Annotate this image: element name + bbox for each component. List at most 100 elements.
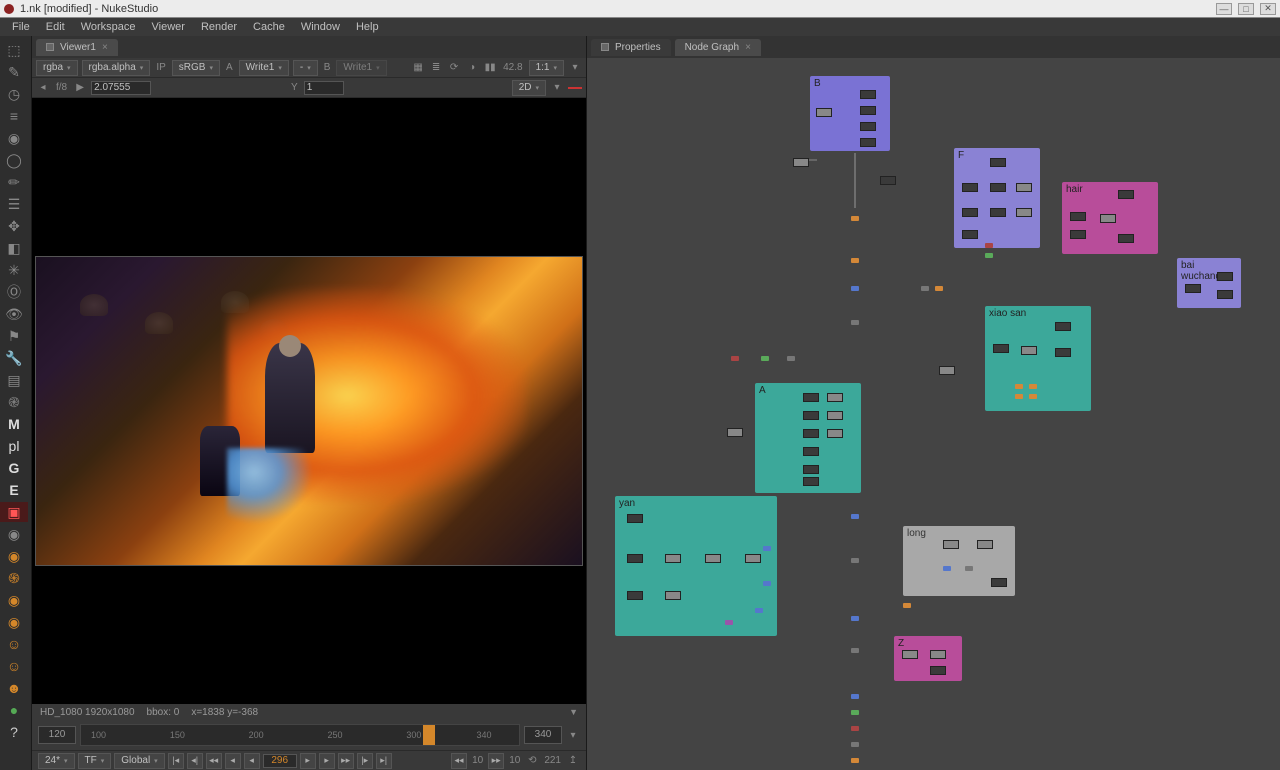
goto-last-button[interactable]: ▸|: [376, 753, 392, 769]
menu-edit[interactable]: Edit: [38, 19, 73, 35]
step-prev-button[interactable]: ◂◂: [206, 753, 222, 769]
tool-o-icon[interactable]: Ⓞ: [0, 282, 28, 302]
tool-spark-icon[interactable]: ✳: [0, 260, 28, 280]
tool-swirl-icon[interactable]: ֎: [0, 392, 28, 412]
backdrop-F[interactable]: F: [954, 148, 1040, 248]
play-fwd-button[interactable]: ▸: [319, 753, 335, 769]
node-dot-4[interactable]: [851, 320, 859, 325]
tool-lines-icon[interactable]: ≡: [0, 106, 28, 126]
node-dot-12[interactable]: [851, 726, 859, 731]
viewer-viewport[interactable]: [32, 98, 586, 704]
tool-spiral-icon[interactable]: ◉: [0, 524, 28, 544]
backdrop-B[interactable]: B: [810, 76, 890, 151]
tool-help-icon[interactable]: ?: [0, 722, 28, 742]
node-small1[interactable]: [880, 176, 896, 185]
goto-first-button[interactable]: |◂: [168, 753, 184, 769]
tool-clock-icon[interactable]: ◷: [0, 84, 28, 104]
tab-nodegraph[interactable]: Node Graph ×: [675, 39, 761, 56]
tab-properties[interactable]: Properties: [591, 39, 671, 56]
node-dot-11[interactable]: [851, 710, 859, 715]
node-dot-5[interactable]: [731, 356, 739, 361]
frame-fwd-button[interactable]: ▸: [300, 753, 316, 769]
node-dot-8[interactable]: [851, 616, 859, 621]
backdrop-baiwuchang[interactable]: bai wuchang: [1177, 258, 1241, 308]
tool-E-icon[interactable]: E: [0, 480, 28, 500]
node-dot-13[interactable]: [851, 742, 859, 747]
settings-chevron-icon[interactable]: ▾: [568, 61, 582, 75]
export-icon[interactable]: ↥: [566, 754, 580, 768]
tool-pointer-icon[interactable]: ⬚: [0, 40, 28, 60]
backdrop-hair[interactable]: hair: [1062, 182, 1158, 254]
frame-back-button[interactable]: ◂: [244, 753, 260, 769]
tool-globe-icon[interactable]: ◉: [0, 128, 28, 148]
tool-green-icon[interactable]: ●: [0, 700, 28, 720]
colorspace-dropdown[interactable]: sRGB: [172, 60, 220, 76]
backdrop-long[interactable]: long: [903, 526, 1015, 596]
tool-fire1-icon[interactable]: ◉: [0, 546, 28, 566]
tool-M-icon[interactable]: M: [0, 414, 28, 434]
step-fwd-button[interactable]: ▸▸: [338, 753, 354, 769]
view-mode-dropdown[interactable]: 2D: [512, 80, 546, 96]
minimize-button[interactable]: —: [1216, 3, 1232, 15]
tool-fire3-icon[interactable]: ◉: [0, 590, 28, 610]
tool-fire4-icon[interactable]: ◉: [0, 612, 28, 632]
loop-icon[interactable]: ⟲: [525, 754, 539, 768]
close-button[interactable]: ✕: [1260, 3, 1276, 15]
node-read3[interactable]: [727, 428, 743, 437]
toggle-2d-icon[interactable]: ▾: [550, 81, 564, 95]
tool-bars-icon[interactable]: ▤: [0, 370, 28, 390]
gain-input[interactable]: [91, 81, 151, 95]
tool-fire2-icon[interactable]: ֍: [0, 568, 28, 588]
tab-close-icon[interactable]: ×: [102, 42, 108, 53]
proxy-icon[interactable]: ◑: [465, 61, 479, 75]
node-dot-9[interactable]: [851, 648, 859, 653]
roi-icon[interactable]: ≣: [429, 61, 443, 75]
zoom-dropdown[interactable]: 1:1: [529, 60, 564, 76]
node-dot-10[interactable]: [851, 694, 859, 699]
node-dot-3[interactable]: [851, 286, 859, 291]
tool-cube-icon[interactable]: ◧: [0, 238, 28, 258]
play-back-button[interactable]: ◂: [225, 753, 241, 769]
node-dot-r1[interactable]: [921, 286, 929, 291]
node-dot-6[interactable]: [851, 514, 859, 519]
menu-cache[interactable]: Cache: [245, 19, 293, 35]
menu-viewer[interactable]: Viewer: [144, 19, 193, 35]
backdrop-xiaosan[interactable]: xiao san: [985, 306, 1091, 411]
tool-pl-icon[interactable]: pl: [0, 436, 28, 456]
statusbar-dropdown-icon[interactable]: ▼: [569, 707, 578, 717]
node-dot-1[interactable]: [851, 216, 859, 221]
wipe-dropdown[interactable]: -: [293, 60, 318, 76]
timeline-menu-icon[interactable]: ▾: [566, 728, 580, 742]
prev-key-button[interactable]: ◂|: [187, 753, 203, 769]
tool-face3-icon[interactable]: ☻: [0, 678, 28, 698]
tab-close-icon[interactable]: ×: [745, 42, 751, 53]
tool-wrench-icon[interactable]: 🔧: [0, 348, 28, 368]
tool-layers-icon[interactable]: ☰: [0, 194, 28, 214]
node-read2[interactable]: [939, 366, 955, 375]
playhead[interactable]: [423, 725, 435, 745]
menu-help[interactable]: Help: [348, 19, 387, 35]
menu-window[interactable]: Window: [293, 19, 348, 35]
tool-tag-icon[interactable]: ⚑: [0, 326, 28, 346]
node-dot-r3[interactable]: [985, 253, 993, 258]
skip-back-button[interactable]: ◂◂: [451, 753, 467, 769]
menu-render[interactable]: Render: [193, 19, 245, 35]
maximize-button[interactable]: □: [1238, 3, 1254, 15]
alpha-dropdown[interactable]: rgba.alpha: [82, 60, 151, 76]
next-key-button[interactable]: |▸: [357, 753, 373, 769]
backdrop-yan[interactable]: yan: [615, 496, 777, 636]
timeline-end[interactable]: 340: [524, 726, 562, 744]
red-line-icon[interactable]: [568, 81, 582, 95]
tool-brush-icon[interactable]: ✏: [0, 172, 28, 192]
gamma-input[interactable]: [304, 81, 344, 95]
node-dot-5c[interactable]: [787, 356, 795, 361]
tool-eye-icon[interactable]: 👁: [0, 304, 28, 324]
node-dot-8a[interactable]: [903, 603, 911, 608]
pause-icon[interactable]: ▮▮: [483, 61, 497, 75]
node-dot-7[interactable]: [851, 558, 859, 563]
skip-fwd-button[interactable]: ▸▸: [488, 753, 504, 769]
node-dot-r4[interactable]: [985, 243, 993, 248]
tab-viewer1[interactable]: Viewer1 ×: [36, 39, 118, 56]
refresh-icon[interactable]: ⟳: [447, 61, 461, 75]
clip-icon[interactable]: ▦: [411, 61, 425, 75]
